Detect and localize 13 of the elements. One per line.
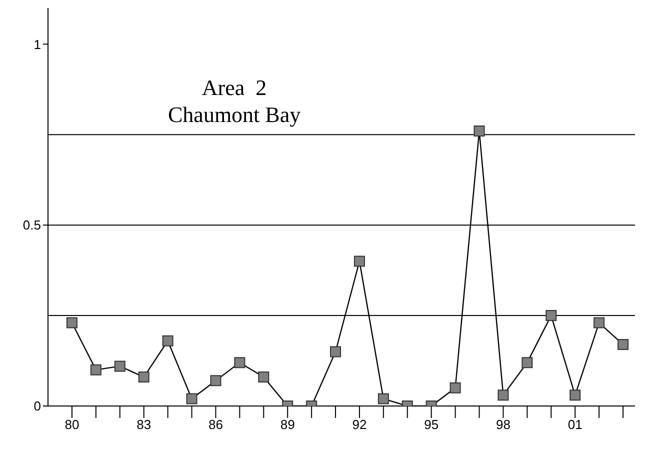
y-tick-label: 1: [34, 36, 41, 52]
y-tick-label: 0.5: [22, 218, 41, 233]
x-tick-label: 98: [496, 417, 510, 432]
y-tick-label: 0: [34, 398, 41, 414]
x-tick-label: 80: [64, 417, 80, 432]
x-tick-label: 83: [136, 417, 152, 432]
x-tick-label: 86: [208, 417, 223, 432]
x-tick-label: 89: [280, 417, 295, 432]
text: Chaumont Bay: [168, 101, 301, 128]
x-tick-label: 95: [424, 417, 439, 432]
x-tick-label: 92: [352, 417, 367, 432]
text: Area 2: [200, 74, 268, 101]
x-tick-label: 01: [568, 417, 582, 432]
